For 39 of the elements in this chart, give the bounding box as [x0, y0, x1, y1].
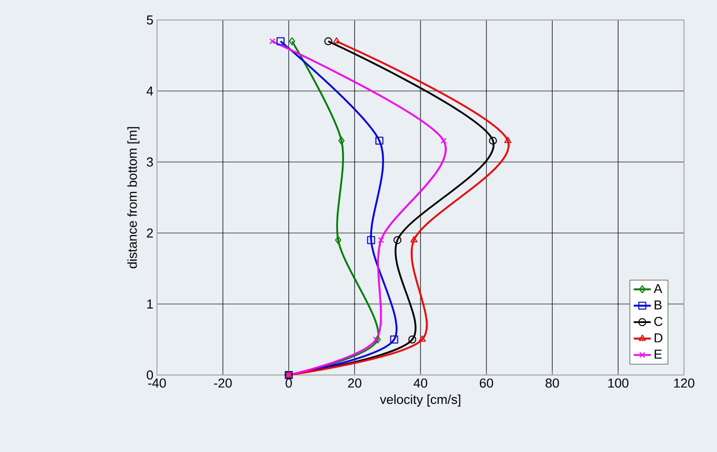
- legend-label: B: [654, 300, 662, 310]
- legend-label: C: [654, 316, 663, 326]
- x-axis-title: velocity [cm/s]: [380, 394, 460, 407]
- x-tick-label: -20: [214, 378, 232, 388]
- legend-label: E: [654, 350, 662, 359]
- legend-label: A: [654, 284, 662, 294]
- point: [408, 336, 416, 344]
- x-tick-label: -40: [148, 378, 166, 388]
- point: [269, 38, 276, 44]
- point: [338, 136, 345, 145]
- point: [418, 336, 426, 342]
- x-tick-label: 120: [674, 378, 694, 388]
- point: [288, 37, 296, 46]
- point: [488, 136, 497, 145]
- y-tick-label: 4: [146, 86, 154, 96]
- x-tick-label: 60: [480, 378, 494, 388]
- point: [410, 236, 418, 242]
- point: [375, 136, 384, 145]
- point: [393, 236, 402, 244]
- x-tick-label: 20: [348, 378, 362, 388]
- point: [440, 138, 447, 144]
- x-tick-label: 80: [546, 378, 559, 388]
- point: [378, 237, 384, 244]
- point: [335, 236, 342, 244]
- point: [324, 37, 332, 46]
- point: [504, 136, 512, 143]
- legend-label: D: [654, 333, 662, 342]
- point: [367, 236, 376, 244]
- x-tick-label: 100: [608, 378, 628, 388]
- y-tick-label: 2: [146, 228, 153, 238]
- y-axis-title: distance from bottom [m]: [127, 127, 140, 268]
- point: [390, 336, 398, 344]
- point: [332, 37, 340, 44]
- point: [276, 37, 285, 46]
- y-tick-label: 0: [146, 370, 153, 380]
- y-tick-label: 1: [147, 300, 153, 308]
- x-tick-label: 40: [414, 378, 428, 388]
- y-tick-label: 5: [146, 15, 153, 25]
- y-tick-label: 3: [146, 157, 153, 167]
